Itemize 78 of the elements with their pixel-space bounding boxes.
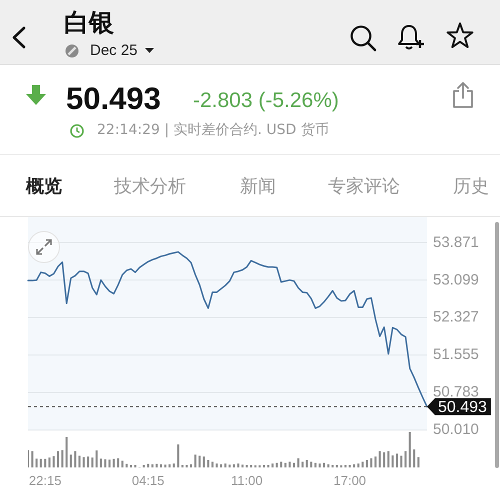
- bar: [117, 458, 120, 468]
- text: 技术分析: [114, 176, 186, 198]
- y-tick-label: 53.099: [433, 271, 479, 288]
- bar: [96, 450, 98, 468]
- bar: [220, 464, 222, 468]
- bar: [404, 451, 407, 468]
- bar: [61, 450, 64, 468]
- bar: [198, 456, 201, 468]
- bar: [202, 456, 205, 468]
- bar: [40, 458, 42, 468]
- bar: [186, 464, 188, 468]
- bar: [36, 458, 38, 468]
- bar: [160, 464, 162, 468]
- bar: [91, 458, 94, 468]
- bar: [216, 464, 218, 468]
- bar: [353, 464, 356, 468]
- text: -2.803 (-5.26%): [193, 89, 339, 112]
- bar: [413, 449, 416, 468]
- bar: [374, 456, 377, 468]
- text: 历史: [453, 176, 489, 198]
- bar: [408, 432, 411, 468]
- bar: [134, 464, 136, 468]
- bar: [366, 460, 368, 468]
- ref-line-label: 50.493: [438, 398, 488, 416]
- bar: [400, 456, 402, 468]
- y-tick-label: 50.010: [433, 421, 479, 438]
- text: 专家评论: [328, 176, 400, 198]
- chart-title: 白银: [64, 8, 114, 38]
- bar: [74, 451, 76, 468]
- bar: [232, 464, 235, 468]
- x-tick-label: 04:15: [132, 472, 164, 488]
- bar: [168, 464, 171, 468]
- bar: [87, 456, 90, 468]
- bar: [318, 464, 321, 468]
- bar: [52, 456, 55, 468]
- bar: [44, 458, 46, 468]
- x-tick-label: 17:00: [334, 472, 366, 488]
- text: 概览: [26, 176, 62, 198]
- bar: [66, 436, 68, 468]
- bar: [237, 464, 240, 468]
- bar: [70, 454, 72, 468]
- bar: [82, 457, 85, 468]
- text: 50.493: [66, 81, 161, 116]
- bar: [121, 460, 124, 468]
- bar: [57, 451, 60, 468]
- bar: [194, 454, 196, 468]
- y-tick-label: 50.783: [433, 384, 479, 401]
- bar: [378, 451, 381, 468]
- bar: [108, 460, 111, 468]
- bar: [348, 464, 351, 468]
- bar: [387, 451, 390, 468]
- bar: [267, 464, 270, 468]
- bar: [48, 458, 50, 468]
- bar: [306, 460, 308, 468]
- bar: [417, 457, 420, 468]
- bar: [151, 464, 154, 468]
- bar: [370, 458, 372, 468]
- text: 22:14:29 | 实时差价合约. USD 货币: [97, 122, 329, 139]
- x-tick-label: 22:15: [28, 472, 62, 488]
- y-tick-label: 52.327: [433, 308, 479, 326]
- y-tick-label: 53.871: [433, 234, 479, 251]
- x-tick-label: 11:00: [231, 472, 263, 488]
- bar: [327, 464, 330, 468]
- bar: [104, 459, 106, 468]
- chart-subtitle: Dec 25: [90, 42, 138, 60]
- bar: [31, 451, 34, 468]
- bar: [100, 458, 102, 468]
- bar: [392, 455, 394, 468]
- bar: [396, 454, 398, 468]
- bar: [78, 456, 81, 468]
- bar: [207, 460, 210, 468]
- bar: [177, 444, 180, 468]
- bar: [383, 452, 386, 468]
- text: 新闻: [240, 176, 276, 198]
- bar: [297, 458, 300, 468]
- bar: [190, 464, 192, 468]
- bar: [112, 458, 115, 468]
- y-tick-label: 51.555: [433, 346, 479, 364]
